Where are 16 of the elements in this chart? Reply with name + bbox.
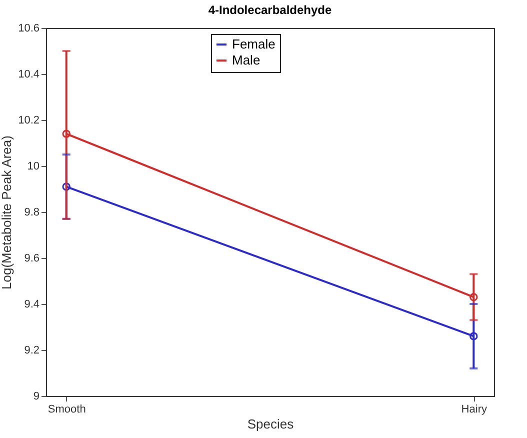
x-tick-label: Hairy (461, 404, 488, 416)
y-tick-label: 9 (33, 390, 40, 402)
y-tick-label: 10.4 (18, 68, 40, 80)
x-axis-title: Species (247, 416, 294, 432)
y-tick-label: 10.2 (18, 114, 40, 126)
y-tick-label: 9.6 (24, 252, 40, 264)
legend-label: Male (232, 52, 260, 68)
y-tick-label: 10 (27, 160, 40, 172)
legend-label: Female (232, 36, 276, 52)
x-tick-label: Smooth (48, 404, 86, 416)
y-tick-label: 9.8 (24, 206, 40, 218)
y-tick-label: 10.6 (18, 22, 40, 34)
y-tick-label: 9.2 (24, 344, 40, 356)
chart-title: 4-Indolecarbaldehyde (208, 3, 332, 17)
y-axis-title: Log(Metabolite Peak Area) (0, 136, 14, 290)
y-tick-label: 9.4 (24, 298, 40, 310)
